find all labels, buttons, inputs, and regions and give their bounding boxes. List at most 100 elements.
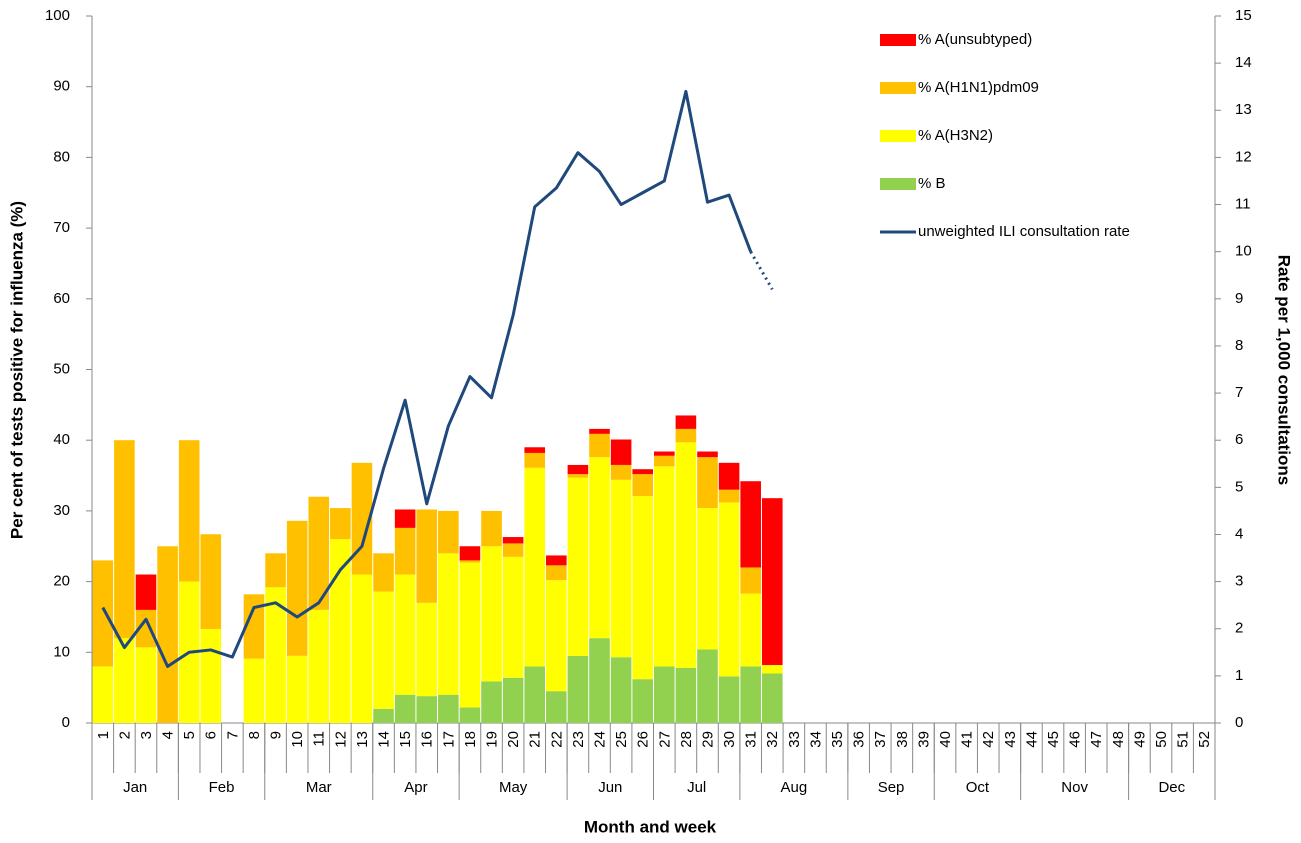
bar-segment — [373, 553, 394, 592]
bar-segment — [740, 567, 761, 594]
bar-segment — [502, 543, 524, 557]
x-tick-label: 33 — [786, 731, 803, 748]
bar-segment — [438, 510, 459, 554]
x-tick-label: 12 — [332, 731, 349, 748]
month-label: Mar — [306, 779, 332, 796]
bar-segment — [157, 546, 178, 723]
bar-segment — [92, 666, 114, 723]
x-tick-label: 23 — [570, 731, 587, 748]
bar-segment — [438, 553, 459, 695]
x-tick-label: 48 — [1110, 731, 1127, 748]
bar-segment — [286, 655, 308, 723]
bar-segment — [632, 679, 653, 723]
bar-segment — [416, 602, 438, 697]
x-tick-label: 43 — [1002, 731, 1019, 748]
x-tick-label: 17 — [440, 731, 457, 748]
x-tick-label: 25 — [613, 731, 630, 748]
bar-segment — [610, 464, 632, 480]
y2-tick-label: 2 — [1235, 620, 1243, 637]
legend-label: % B — [918, 175, 946, 192]
month-label: Nov — [1061, 779, 1088, 796]
bar-segment — [200, 534, 222, 629]
y2-tick-label: 14 — [1235, 54, 1252, 71]
legend-swatch — [880, 130, 916, 142]
bar-segment — [632, 474, 653, 497]
bar-segment — [394, 574, 416, 695]
bar-segment — [654, 455, 675, 467]
bar-segment — [351, 462, 373, 575]
month-label: Sep — [878, 779, 905, 796]
x-tick-label: 49 — [1131, 731, 1148, 748]
x-tick-label: 45 — [1045, 731, 1062, 748]
bar-segment — [632, 469, 653, 475]
bar-segment — [697, 508, 718, 650]
bar-segment — [718, 676, 740, 723]
bar-segment — [567, 477, 589, 656]
bar-segment — [610, 657, 632, 723]
x-tick-label: 29 — [699, 731, 716, 748]
x-tick-label: 40 — [937, 731, 954, 748]
bar-segment — [675, 442, 697, 668]
y2-tick-label: 11 — [1235, 196, 1251, 213]
bar-segment — [265, 553, 286, 588]
bar-segment — [330, 539, 351, 723]
bar-segment — [697, 649, 718, 723]
line-series — [749, 250, 774, 291]
x-tick-label: 31 — [743, 731, 760, 748]
bar-segment — [546, 565, 567, 581]
bar-segment — [178, 440, 200, 582]
x-tick-label: 18 — [462, 731, 479, 748]
legend-swatch — [880, 82, 916, 94]
bar-segment — [654, 666, 675, 723]
x-tick-label: 30 — [721, 731, 738, 748]
bar-segment — [502, 537, 524, 544]
bar-segment — [610, 439, 632, 465]
x-tick-label: 26 — [635, 731, 652, 748]
bar-segment — [481, 546, 502, 682]
legend-label: % A(H1N1)pdm09 — [918, 79, 1039, 96]
bar-segment — [654, 451, 675, 456]
bar-segment — [524, 447, 546, 453]
x-tick-label: 46 — [1067, 731, 1084, 748]
month-label: Jun — [598, 779, 622, 796]
month-label: May — [499, 779, 528, 796]
bar-segment — [459, 707, 481, 723]
bar-segment — [546, 555, 567, 566]
x-tick-label: 22 — [548, 731, 565, 748]
x-tick-label: 28 — [678, 731, 695, 748]
bar-segment — [265, 587, 286, 723]
bar-segment — [286, 520, 308, 656]
x-tick-label: 32 — [764, 731, 781, 748]
x-tick-label: 10 — [289, 731, 306, 748]
x-tick-label: 13 — [354, 731, 371, 748]
x-tick-label: 16 — [419, 731, 436, 748]
y-axis-title: Per cent of tests positive for influenza… — [7, 201, 26, 539]
y2-tick-label: 4 — [1235, 525, 1243, 542]
bar-segment — [114, 440, 135, 639]
x-tick-label: 6 — [203, 731, 220, 739]
x-tick-label: 50 — [1153, 731, 1170, 748]
x-tick-label: 1 — [95, 731, 112, 739]
y-tick-label: 50 — [53, 360, 70, 377]
x-tick-label: 3 — [138, 731, 155, 739]
bar-segment — [567, 464, 589, 475]
bar-segment — [438, 694, 459, 723]
x-tick-label: 37 — [872, 731, 889, 748]
bar-segment — [589, 638, 610, 723]
y2-tick-label: 9 — [1235, 290, 1243, 307]
bar-segment — [761, 498, 783, 666]
legend-label: unweighted ILI consultation rate — [918, 223, 1130, 240]
x-tick-label: 19 — [483, 731, 500, 748]
y2-tick-label: 0 — [1235, 714, 1243, 731]
month-label: Aug — [781, 779, 808, 796]
y-tick-label: 90 — [53, 78, 70, 95]
y2-axis-title: Rate per 1,000 consultations — [1275, 255, 1294, 486]
bar-segment — [675, 667, 697, 723]
bar-segment — [373, 591, 394, 709]
legend-label: % A(H3N2) — [918, 127, 993, 144]
x-tick-label: 21 — [527, 731, 544, 748]
bar-segment — [589, 433, 610, 458]
bar-segment — [632, 496, 653, 680]
bar-segment — [200, 628, 222, 723]
bar-segment — [740, 593, 761, 667]
